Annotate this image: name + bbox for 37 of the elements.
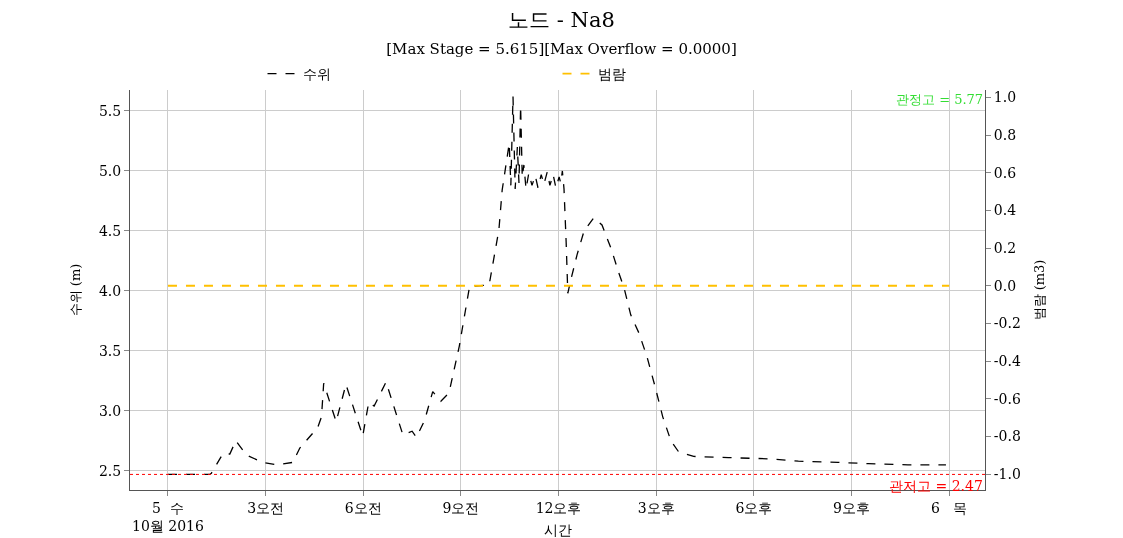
x-tick-label: 6 목 — [931, 499, 968, 516]
y-tick-label: 3.5 — [98, 342, 122, 359]
x-tick-label: 12오후 — [535, 499, 582, 516]
y-tick-label: 3.0 — [98, 402, 122, 419]
y2-tick-label: -0.2 — [993, 315, 1021, 332]
x-tick-label: 3오전 — [247, 499, 285, 516]
x-tick-label: 6오전 — [344, 499, 382, 516]
y-axis-title: 수위 (m) — [67, 263, 83, 317]
y2-tick-label: -0.4 — [993, 352, 1021, 369]
y2-tick-label: 0.6 — [993, 164, 1017, 181]
legend-label: 수위 — [302, 66, 331, 83]
x-tick-label: 9오후 — [833, 499, 870, 516]
y-tick-label: 4.0 — [98, 282, 122, 299]
y2-tick-label: 0.2 — [993, 240, 1017, 257]
y2-tick-label: -0.6 — [993, 390, 1021, 407]
y2-tick-label: 0.0 — [993, 277, 1017, 294]
annotation: 관정고 = 5.77 — [896, 92, 984, 107]
x-tick-label: 5 수 10월 2016 — [132, 499, 205, 534]
y2-tick-label: -1.0 — [993, 465, 1021, 482]
line-series — [167, 95, 947, 476]
chart-title: 노드 - Na8 — [508, 7, 615, 32]
y2-tick-label: 1.0 — [993, 89, 1017, 106]
y-tick-label: 5.0 — [98, 162, 122, 179]
y-tick-label: 5.5 — [98, 102, 122, 119]
y-tick-label: 4.5 — [98, 222, 122, 239]
y-tick-label: 2.5 — [98, 462, 122, 479]
y2-tick-label: 0.4 — [993, 202, 1017, 219]
x-axis-title: 시간 — [543, 522, 572, 538]
y2-tick-label: 0.8 — [993, 127, 1017, 144]
x-tick-label: 6오후 — [735, 499, 773, 516]
x-tick-label: 9오전 — [442, 499, 480, 516]
legend-label: 범람 — [597, 66, 626, 83]
x-tick-label: 3오후 — [637, 499, 675, 516]
ref-line-label: 관저고 = 2.47 — [889, 478, 983, 494]
y2-axis-title: 범람 (m3) — [1032, 259, 1048, 321]
chart-subtitle: [Max Stage = 5.615][Max Overflow = 0.0000] — [386, 40, 737, 59]
y2-tick-label: -0.8 — [993, 428, 1021, 445]
